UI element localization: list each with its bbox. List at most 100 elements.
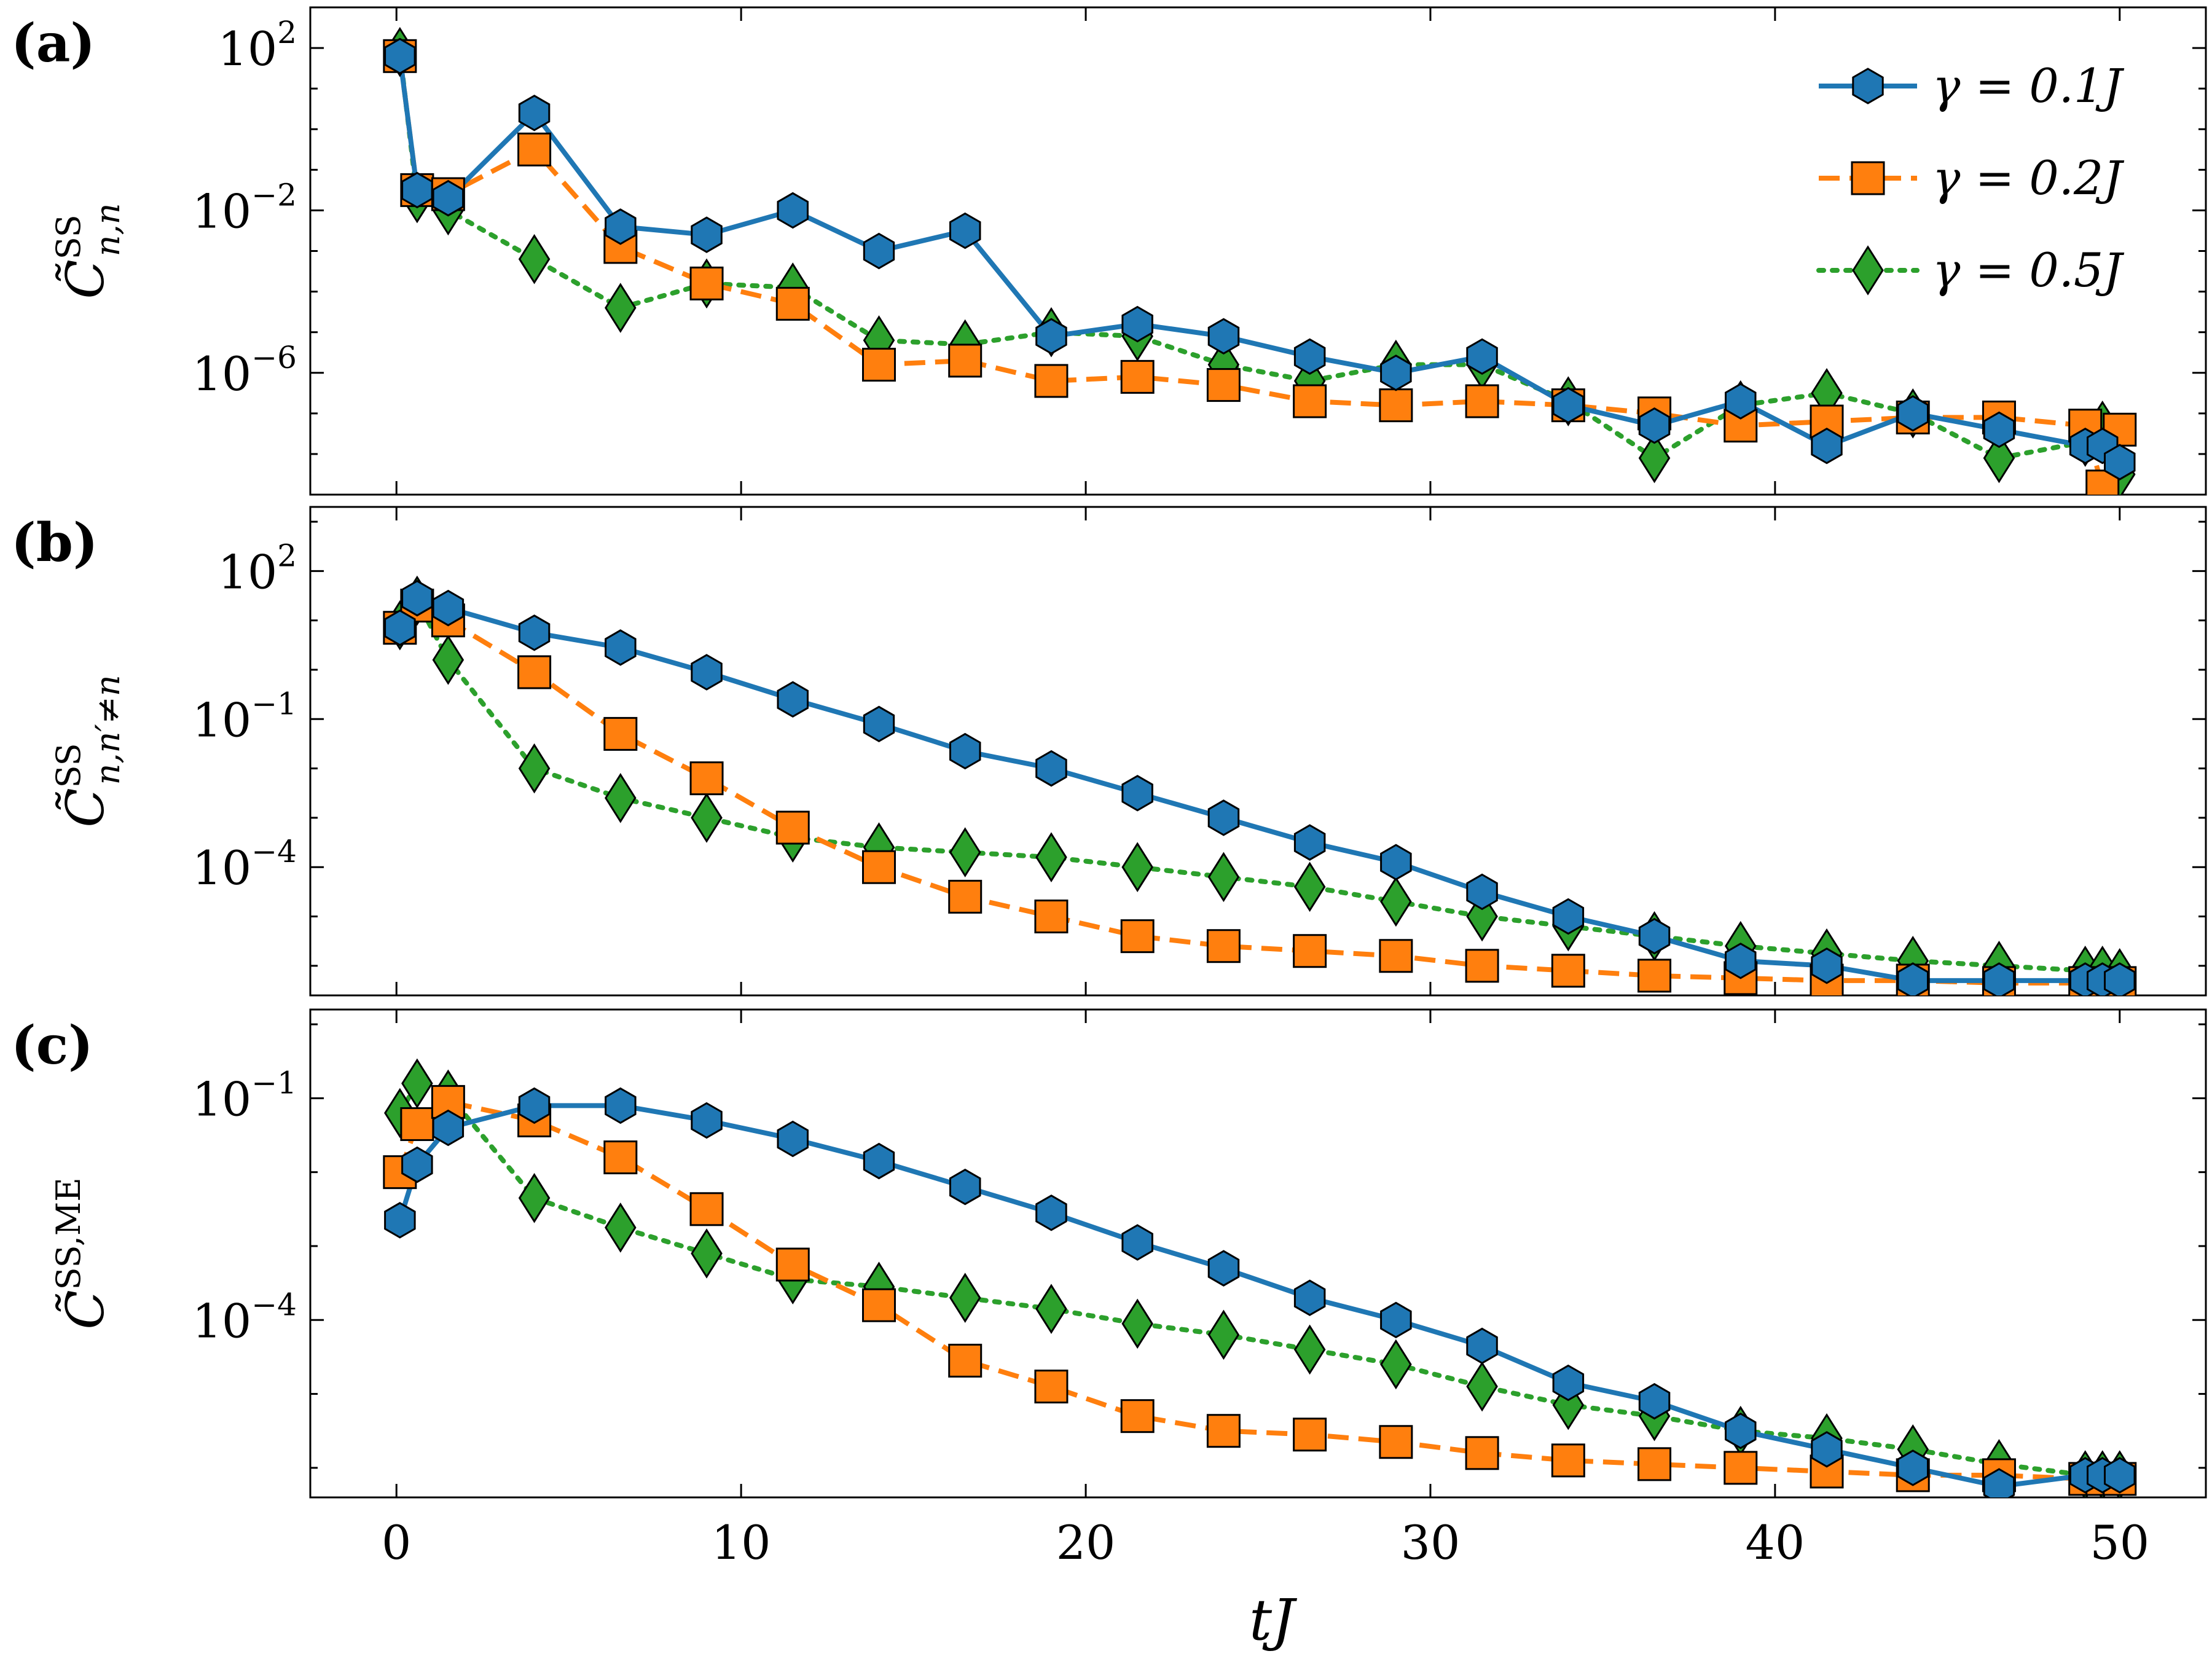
data-point-hexagon — [1725, 943, 1757, 979]
panel-label: (c) — [11, 1014, 93, 1077]
data-point-hexagon — [1552, 898, 1585, 935]
data-point-hexagon — [1638, 917, 1671, 955]
x-tick-label: 50 — [2090, 1515, 2149, 1570]
data-point-square — [1637, 1447, 1672, 1481]
data-point-square — [948, 343, 982, 378]
y-tick-label: 10−6 — [192, 340, 297, 401]
data-point-diamond — [605, 1202, 637, 1253]
data-point-square — [1034, 900, 1069, 934]
data-point-hexagon — [1725, 1412, 1757, 1449]
data-point-square — [1637, 959, 1672, 993]
y-tick-label: 102 — [218, 538, 297, 599]
data-point-hexagon — [777, 681, 809, 718]
data-point-hexagon — [1897, 962, 1929, 995]
series-line — [398, 603, 2120, 986]
data-point-hexagon — [863, 1142, 895, 1180]
data-point-square — [1724, 1451, 1758, 1485]
data-point-diamond — [518, 743, 551, 794]
x-tick-label: 20 — [1056, 1515, 1116, 1570]
data-point-hexagon — [1293, 824, 1326, 861]
data-point-hexagon — [384, 1202, 416, 1239]
data-point-hexagon — [1207, 318, 1240, 355]
data-point-square — [400, 1107, 434, 1141]
data-point-hexagon — [691, 1102, 723, 1139]
data-point-square — [862, 1288, 896, 1322]
y-axis-label: C̃SSn,n — [49, 203, 127, 299]
data-point-diamond — [1035, 832, 1067, 882]
data-point-hexagon — [432, 589, 465, 627]
data-point-hexagon — [949, 732, 981, 770]
plot-frame — [309, 506, 2207, 997]
data-point-diamond — [691, 793, 723, 843]
data-point-hexagon — [1380, 844, 1412, 880]
data-point-diamond — [949, 827, 981, 877]
data-point-square — [775, 1247, 810, 1282]
series-line — [397, 598, 2122, 976]
data-point-diamond — [605, 772, 637, 823]
data-point-diamond — [1380, 876, 1412, 927]
x-tick-label: 10 — [712, 1515, 771, 1570]
data-point-hexagon — [1983, 411, 2015, 449]
data-point-square — [948, 1343, 982, 1378]
data-point-square — [1379, 388, 1413, 423]
data-point-hexagon — [401, 579, 433, 617]
data-point-square — [1206, 929, 1241, 963]
data-point-hexagon — [518, 95, 551, 131]
data-point-hexagon — [1983, 962, 2015, 995]
data-point-square — [775, 286, 810, 321]
data-point-square — [1120, 1399, 1155, 1433]
legend: γ = 0.1J γ = 0.2J γ = 0.5J — [1816, 58, 2124, 297]
data-point-diamond — [1207, 1309, 1240, 1360]
y-axis-label: C̃SSn,n′≠n — [49, 675, 127, 827]
data-point-square — [1724, 409, 1758, 443]
y-tick-label: 102 — [218, 15, 297, 76]
data-point-square — [517, 655, 552, 689]
data-point-diamond — [1293, 861, 1326, 912]
data-point-square — [603, 1140, 638, 1175]
y-axis-label: C̃SS,ME — [49, 1177, 116, 1329]
data-point-diamond — [432, 635, 465, 685]
data-point-hexagon — [1035, 750, 1067, 787]
data-point-hexagon — [1811, 1431, 1843, 1468]
panel-label: (b) — [11, 512, 98, 574]
data-point-hexagon — [863, 232, 895, 270]
legend-marker-square — [1851, 161, 1885, 195]
x-axis-label-text: tJ — [1249, 1587, 1298, 1653]
data-point-hexagon — [1811, 947, 1843, 984]
data-point-diamond — [1293, 1324, 1326, 1375]
data-point-hexagon — [1811, 427, 1843, 465]
legend-label: γ = 0.5J — [1932, 243, 2124, 297]
data-point-square — [1465, 949, 1499, 983]
plot-frame — [309, 1008, 2207, 1499]
data-point-square — [1293, 384, 1327, 418]
legend-marker-hexagon — [1852, 68, 1884, 104]
series-line — [398, 595, 2120, 983]
data-point-hexagon — [401, 1146, 433, 1183]
y-tick-label: 10−2 — [192, 177, 297, 238]
data-point-square — [689, 761, 724, 796]
data-point-diamond — [518, 233, 551, 284]
data-point-square — [1120, 919, 1155, 954]
data-point-diamond — [1207, 852, 1240, 903]
data-point-hexagon — [401, 171, 433, 209]
data-point-hexagon — [1897, 1449, 1929, 1486]
data-point-hexagon — [1380, 1301, 1412, 1339]
data-point-diamond — [691, 1228, 723, 1279]
data-point-hexagon — [1466, 1327, 1498, 1365]
data-point-square — [1034, 364, 1069, 398]
data-point-hexagon — [1466, 873, 1498, 911]
data-point-diamond — [1121, 1298, 1153, 1349]
data-point-square — [1120, 359, 1155, 394]
x-tick-label: 40 — [1746, 1515, 1805, 1570]
data-point-diamond — [1983, 433, 2015, 484]
plot-area — [383, 1058, 2137, 1497]
data-point-hexagon — [949, 212, 981, 249]
data-point-hexagon — [1638, 407, 1671, 444]
data-point-square — [689, 266, 724, 300]
y-tick-label: 10−1 — [192, 686, 297, 747]
panel-b: 102 10−1 10−4 (b) C̃SSn,n′≠n — [11, 506, 2207, 997]
x-tick-label: 30 — [1401, 1515, 1461, 1570]
data-point-square — [1379, 1425, 1413, 1459]
data-point-hexagon — [1121, 775, 1153, 812]
legend-label: γ = 0.2J — [1932, 151, 2124, 205]
